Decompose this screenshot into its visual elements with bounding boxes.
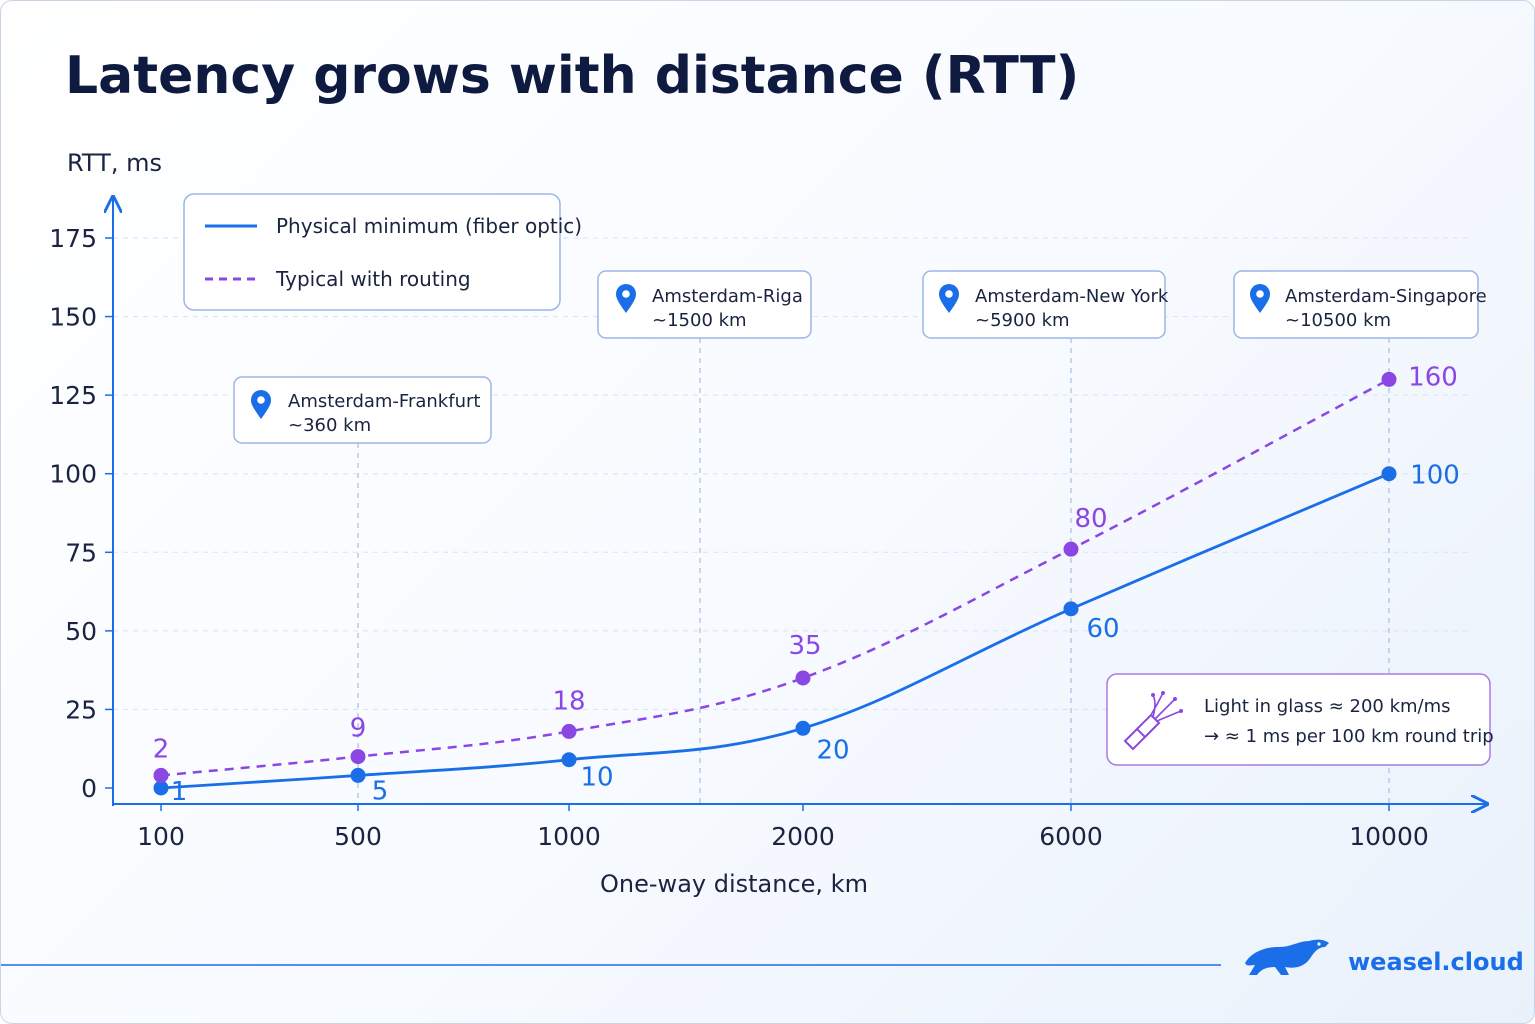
data-label-physical: 60 <box>1086 614 1119 644</box>
annotation-route: Amsterdam-New York <box>975 286 1169 307</box>
data-label-typical: 160 <box>1408 362 1458 392</box>
annotation-amsterdam-frankfurt: Amsterdam-Frankfurt ~360 km <box>233 376 492 444</box>
data-label-physical: 5 <box>372 776 389 806</box>
note-line-2: → ≈ 1 ms per 100 km round trip <box>1204 726 1494 747</box>
x-ticks: 100 500 1000 2000 6000 10000 <box>137 804 1429 851</box>
data-point-physical <box>350 767 366 783</box>
annotation-amsterdam-new-york: Amsterdam-New York ~5900 km <box>922 270 1169 339</box>
data-label-typical: 18 <box>552 686 585 716</box>
data-point-typical <box>1381 371 1397 387</box>
x-tick-label: 6000 <box>1039 822 1103 851</box>
x-tick-label: 500 <box>334 822 382 851</box>
data-point-typical <box>350 749 366 765</box>
fiber-optic-cable-icon <box>1123 691 1183 751</box>
annotation-distance: ~1500 km <box>652 310 747 331</box>
annotation-amsterdam-singapore: Amsterdam-Singapore ~10500 km <box>1233 270 1487 339</box>
chart-title: Latency grows with distance (RTT) <box>65 46 1079 106</box>
data-point-typical <box>561 723 577 739</box>
legend: Physical minimum (fiber optic) Typical w… <box>183 193 582 311</box>
y-tick-label: 125 <box>49 381 97 410</box>
y-tick-label: 150 <box>49 303 97 332</box>
map-pin-icon <box>616 284 636 313</box>
brand-name: weasel.cloud <box>1348 948 1524 976</box>
note-line-1: Light in glass ≈ 200 km/ms <box>1204 696 1451 717</box>
map-pin-icon <box>1250 284 1270 313</box>
annotation-route: Amsterdam-Frankfurt <box>288 391 480 412</box>
y-tick-label: 0 <box>81 774 97 803</box>
data-label-physical: 10 <box>580 763 613 793</box>
y-tick-label: 75 <box>65 538 97 567</box>
y-tick-label: 175 <box>49 224 97 253</box>
annotation-distance: ~10500 km <box>1285 310 1391 331</box>
data-label-typical: 9 <box>350 714 367 744</box>
x-tick-label: 2000 <box>771 822 835 851</box>
annotation-distance: ~360 km <box>288 415 371 436</box>
legend-label-physical: Physical minimum (fiber optic) <box>276 214 582 238</box>
x-tick-label: 1000 <box>537 822 601 851</box>
y-tick-label: 25 <box>65 695 97 724</box>
x-axis-label: One-way distance, km <box>600 870 868 898</box>
series-line-typical <box>160 378 1390 777</box>
data-point-physical <box>561 752 577 768</box>
data-point-physical <box>153 780 169 796</box>
x-tick-label: 10000 <box>1349 822 1429 851</box>
y-ticks: 0 25 50 75 100 125 150 175 <box>49 224 113 803</box>
series-line-physical <box>160 472 1390 790</box>
data-label-typical: 35 <box>788 631 821 661</box>
legend-label-typical: Typical with routing <box>275 267 471 291</box>
data-point-typical <box>1063 541 1079 557</box>
data-point-physical <box>1381 466 1397 482</box>
annotation-route: Amsterdam-Singapore <box>1285 286 1487 307</box>
y-tick-label: 50 <box>65 617 97 646</box>
annotation-guides <box>357 338 1390 804</box>
data-points: 1 5 10 20 60 100 2 9 18 35 80 160 <box>153 362 1460 807</box>
data-label-physical: 20 <box>816 735 849 765</box>
data-point-physical <box>795 720 811 736</box>
x-tick-label: 100 <box>137 822 185 851</box>
weasel-logo-icon <box>1245 939 1329 975</box>
data-point-physical <box>1063 601 1079 617</box>
data-label-physical: 100 <box>1410 461 1460 491</box>
y-tick-label: 100 <box>49 460 97 489</box>
annotation-distance: ~5900 km <box>975 310 1070 331</box>
data-point-typical <box>153 767 169 783</box>
map-pin-icon <box>939 284 959 313</box>
y-axis-label: RTT, ms <box>67 149 162 177</box>
data-label-physical: 1 <box>171 777 188 807</box>
map-pin-icon <box>251 390 271 419</box>
data-point-typical <box>795 670 811 686</box>
data-label-typical: 2 <box>153 734 170 764</box>
data-label-typical: 80 <box>1074 504 1107 534</box>
note-box: Light in glass ≈ 200 km/ms → ≈ 1 ms per … <box>1106 673 1494 766</box>
annotation-amsterdam-riga: Amsterdam-Riga ~1500 km <box>597 270 812 339</box>
annotation-route: Amsterdam-Riga <box>652 286 803 307</box>
